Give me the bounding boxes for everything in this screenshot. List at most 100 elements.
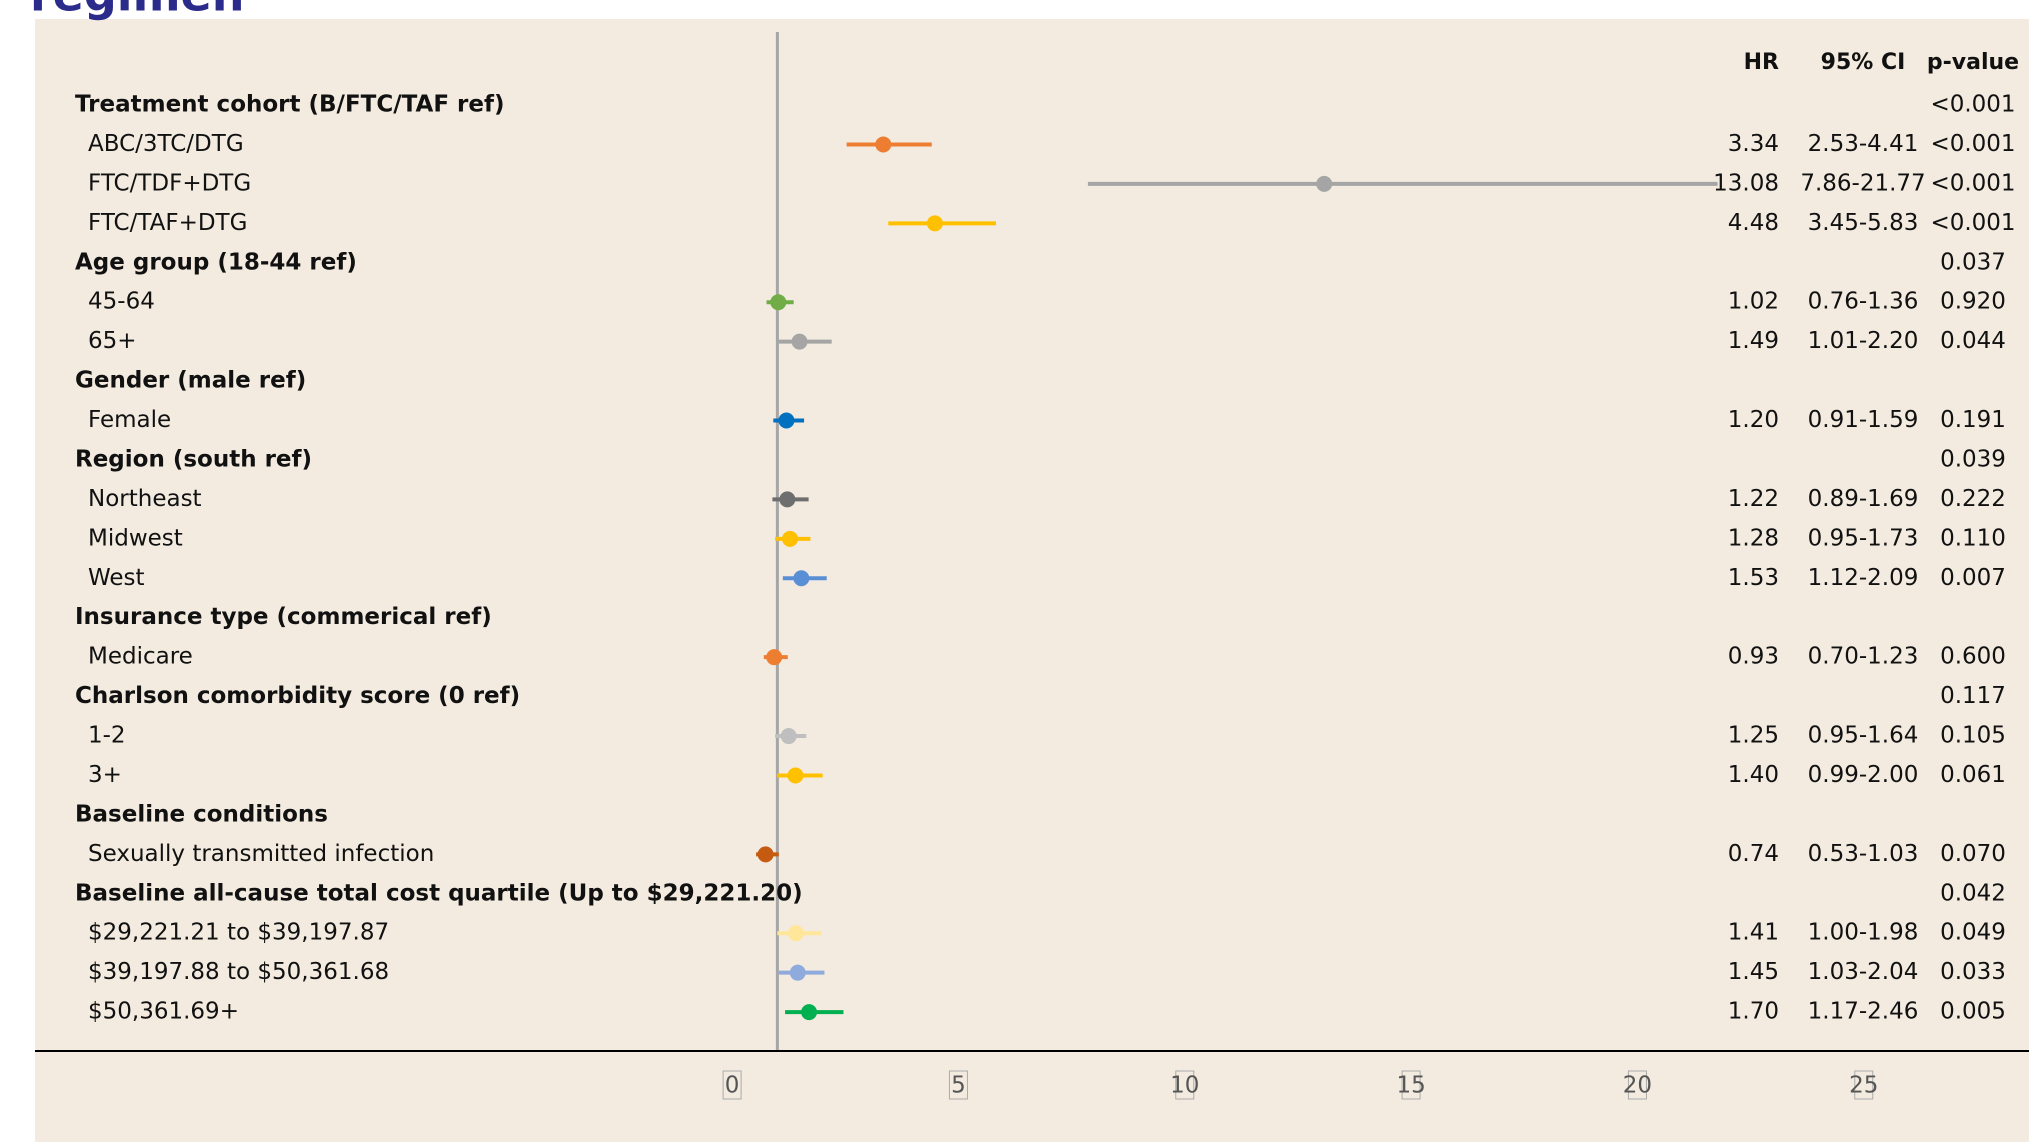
chart-title: regimen: [30, 0, 244, 22]
p-value: 0.005: [1940, 999, 2006, 1025]
hr-point: [778, 412, 795, 429]
group-header: Age group (18-44 ref): [75, 249, 357, 275]
tick-box: [1175, 1070, 1195, 1100]
p-value: 0.061: [1940, 762, 2006, 788]
group-header: Gender (male ref): [75, 368, 306, 394]
group-header: Treatment cohort (B/FTC/TAF ref): [75, 92, 505, 118]
hr-point: [787, 925, 804, 942]
p-value: <0.001: [1930, 92, 2015, 118]
p-value: 0.007: [1940, 565, 2006, 591]
row-label: $50,361.69+: [88, 999, 239, 1025]
x-tick-label: 10: [1170, 1073, 1199, 1099]
tick-box: [948, 1070, 968, 1100]
hr-label: 3.34: [1728, 131, 1779, 157]
tick-box: [1401, 1070, 1421, 1100]
row-label: 45-64: [88, 289, 155, 315]
row-label: West: [88, 565, 145, 591]
ci-label: 0.89-1.69: [1808, 486, 1919, 512]
column-header: p-value: [1927, 50, 2019, 75]
p-value: 0.049: [1940, 920, 2006, 946]
row-label: ABC/3TC/DTG: [88, 131, 244, 157]
x-tick-label: 20: [1623, 1073, 1652, 1099]
p-value: 0.600: [1940, 644, 2006, 670]
hr-point: [779, 491, 796, 508]
p-value: <0.001: [1930, 170, 2015, 196]
group-header: Insurance type (commerical ref): [75, 604, 492, 630]
ci-label: 1.00-1.98: [1808, 920, 1919, 946]
hr-label: 4.48: [1728, 210, 1779, 236]
row-label: Female: [88, 407, 171, 433]
ci-label: 0.76-1.36: [1808, 289, 1919, 315]
p-value: <0.001: [1930, 210, 2015, 236]
hr-label: 1.70: [1728, 999, 1779, 1025]
hr-point: [791, 333, 808, 350]
hr-point: [787, 767, 804, 784]
ci-label: 0.95-1.64: [1808, 723, 1919, 749]
hr-point: [780, 728, 797, 745]
hr-point: [757, 846, 774, 863]
p-value: 0.044: [1940, 328, 2006, 354]
hr-label: 1.45: [1728, 959, 1779, 985]
row-label: 3+: [88, 762, 122, 788]
p-value: 0.070: [1940, 841, 2006, 867]
hr-point: [926, 215, 943, 232]
row-label: Sexually transmitted infection: [88, 841, 434, 867]
column-header: HR: [1744, 50, 1779, 75]
row-label: $39,197.88 to $50,361.68: [88, 959, 389, 985]
tick-box: [1854, 1070, 1874, 1100]
p-value: 0.037: [1940, 249, 2006, 275]
hr-label: 1.28: [1728, 525, 1779, 551]
ci-label: 7.86-21.77: [1800, 170, 1925, 196]
hr-label: 0.93: [1728, 644, 1779, 670]
row-label: FTC/TDF+DTG: [88, 170, 251, 196]
tick-box: [1627, 1070, 1647, 1100]
ci-label: 1.01-2.20: [1808, 328, 1919, 354]
ci-label: 0.99-2.00: [1808, 762, 1919, 788]
p-value: 0.033: [1940, 959, 2006, 985]
ci-label: 0.95-1.73: [1808, 525, 1919, 551]
group-header: Baseline conditions: [75, 801, 328, 827]
x-tick-label: 5: [951, 1073, 966, 1099]
x-tick-label: 0: [725, 1073, 740, 1099]
ci-label: 0.53-1.03: [1808, 841, 1919, 867]
hr-label: 1.02: [1728, 289, 1779, 315]
p-value: 0.117: [1940, 683, 2006, 709]
p-value: 0.222: [1940, 486, 2006, 512]
row-label: Medicare: [88, 644, 193, 670]
hr-point: [782, 530, 799, 547]
p-value: 0.191: [1940, 407, 2006, 433]
hr-label: 1.53: [1728, 565, 1779, 591]
hr-label: 1.49: [1728, 328, 1779, 354]
plot-background: [35, 19, 2029, 1142]
p-value: 0.920: [1940, 289, 2006, 315]
p-value: 0.039: [1940, 446, 2006, 472]
row-label: Northeast: [88, 486, 202, 512]
hr-label: 1.40: [1728, 762, 1779, 788]
column-header: 95% CI: [1821, 50, 1906, 75]
hr-point: [801, 1004, 818, 1021]
ci-label: 1.12-2.09: [1808, 565, 1919, 591]
hr-point: [789, 964, 806, 981]
hr-point: [793, 570, 810, 587]
group-header: Baseline all-cause total cost quartile (…: [75, 880, 803, 906]
group-header: Region (south ref): [75, 446, 312, 472]
hr-label: 0.74: [1728, 841, 1779, 867]
p-value: <0.001: [1930, 131, 2015, 157]
ci-label: 2.53-4.41: [1808, 131, 1919, 157]
ci-label: 0.91-1.59: [1808, 407, 1919, 433]
hr-label: 1.41: [1728, 920, 1779, 946]
hr-point: [1316, 175, 1333, 192]
row-label: 65+: [88, 328, 137, 354]
x-tick-label: 25: [1849, 1073, 1878, 1099]
hr-label: 1.25: [1728, 723, 1779, 749]
hr-point: [770, 294, 787, 311]
p-value: 0.042: [1940, 880, 2006, 906]
p-value: 0.105: [1940, 723, 2006, 749]
hr-point: [766, 649, 783, 666]
hr-label: 1.20: [1728, 407, 1779, 433]
hr-point: [875, 136, 892, 153]
hr-label: 1.22: [1728, 486, 1779, 512]
row-label: $29,221.21 to $39,197.87: [88, 920, 389, 946]
